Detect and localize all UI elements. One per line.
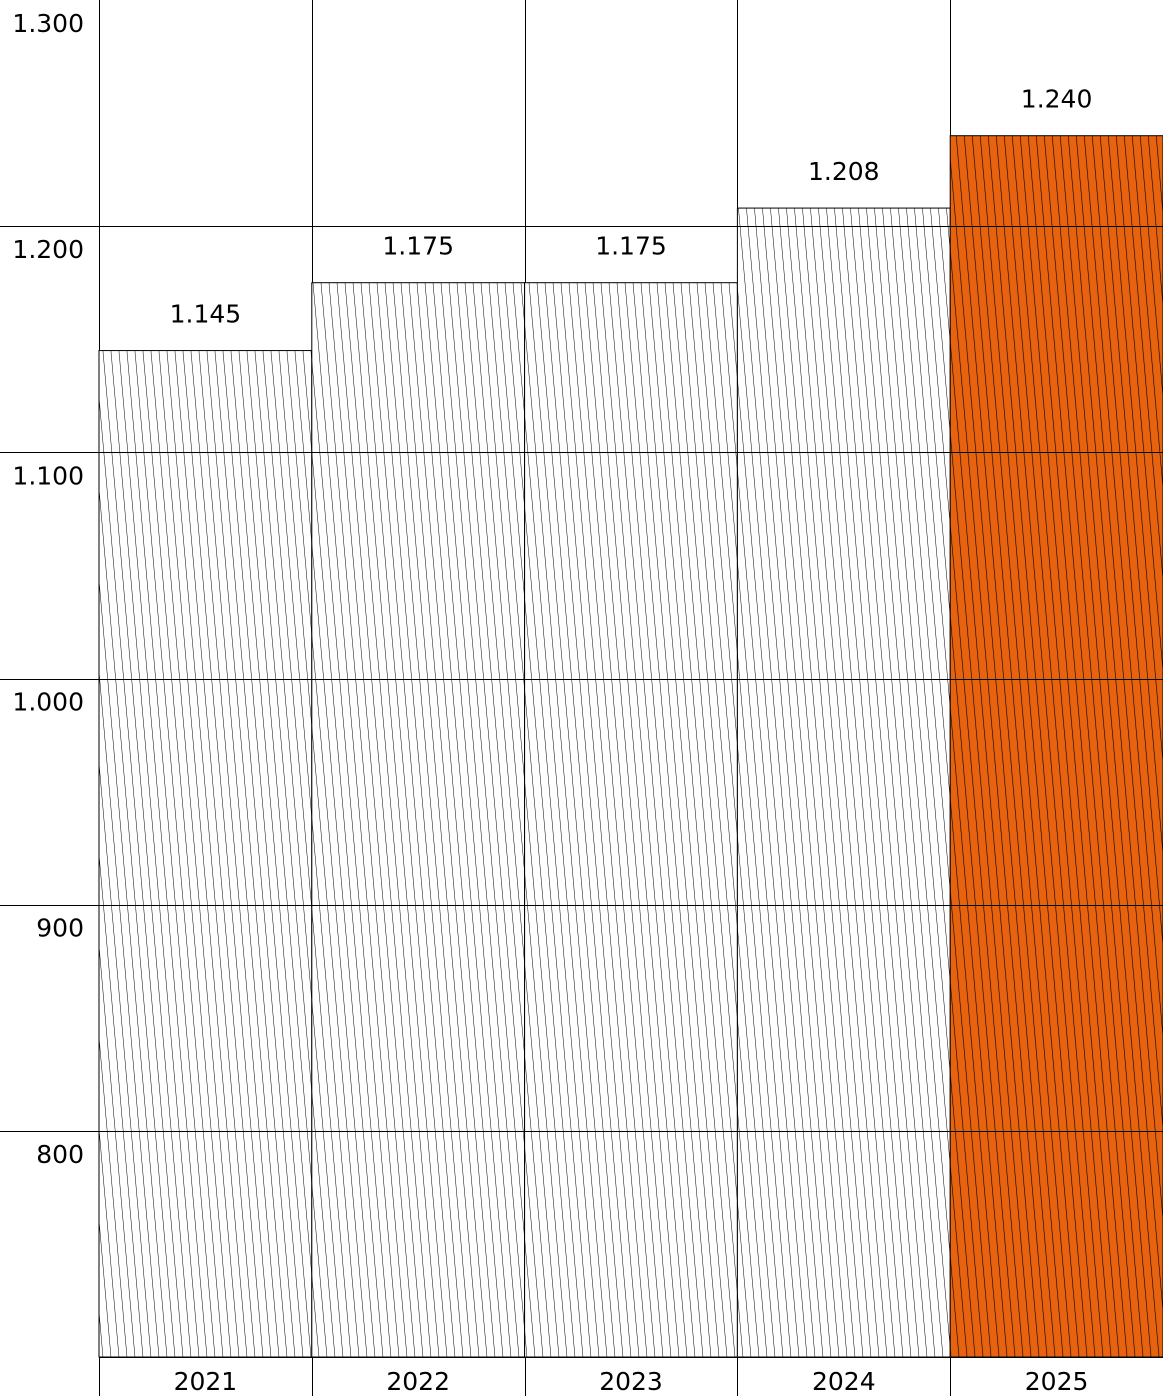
bar-2021	[98, 350, 313, 1358]
x-tick-label: 2024	[812, 1367, 876, 1396]
x-tick-label: 2023	[599, 1367, 663, 1396]
bar-2023	[524, 282, 738, 1358]
bar-2022	[311, 282, 526, 1358]
data-label: 1.240	[1021, 85, 1093, 114]
y-tick-label: 900	[36, 914, 84, 943]
y-tick-label: 1.200	[12, 235, 84, 264]
y-tick-label: 1.300	[12, 9, 84, 38]
labels: 800 900 1.000 1.100 1.200 1.300 2021 2022 2023 20…	[12, 9, 1092, 1396]
y-tick-label: 1.100	[12, 461, 84, 490]
y-tick-label: 1.000	[12, 688, 84, 717]
x-tick-label: 2021	[174, 1367, 238, 1396]
data-label: 1.175	[595, 232, 667, 261]
bar-2024	[736, 207, 951, 1358]
x-tick-label: 2022	[386, 1367, 450, 1396]
bars	[98, 135, 1163, 1358]
data-label: 1.208	[808, 157, 880, 186]
grid-overlay	[0, 226, 1163, 1358]
x-tick-label: 2025	[1025, 1367, 1089, 1396]
y-tick-label: 800	[36, 1140, 84, 1169]
data-label: 1.175	[382, 232, 454, 261]
data-label: 1.145	[170, 300, 242, 329]
bar-2025	[949, 135, 1163, 1358]
